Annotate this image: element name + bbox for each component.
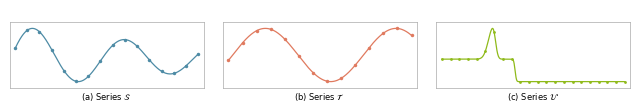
X-axis label: (a) Series $\mathcal{S}$: (a) Series $\mathcal{S}$ xyxy=(81,91,132,103)
X-axis label: (b) Series $\mathcal{T}$: (b) Series $\mathcal{T}$ xyxy=(294,91,346,103)
X-axis label: (c) Series $\mathcal{U}$: (c) Series $\mathcal{U}$ xyxy=(508,91,559,103)
